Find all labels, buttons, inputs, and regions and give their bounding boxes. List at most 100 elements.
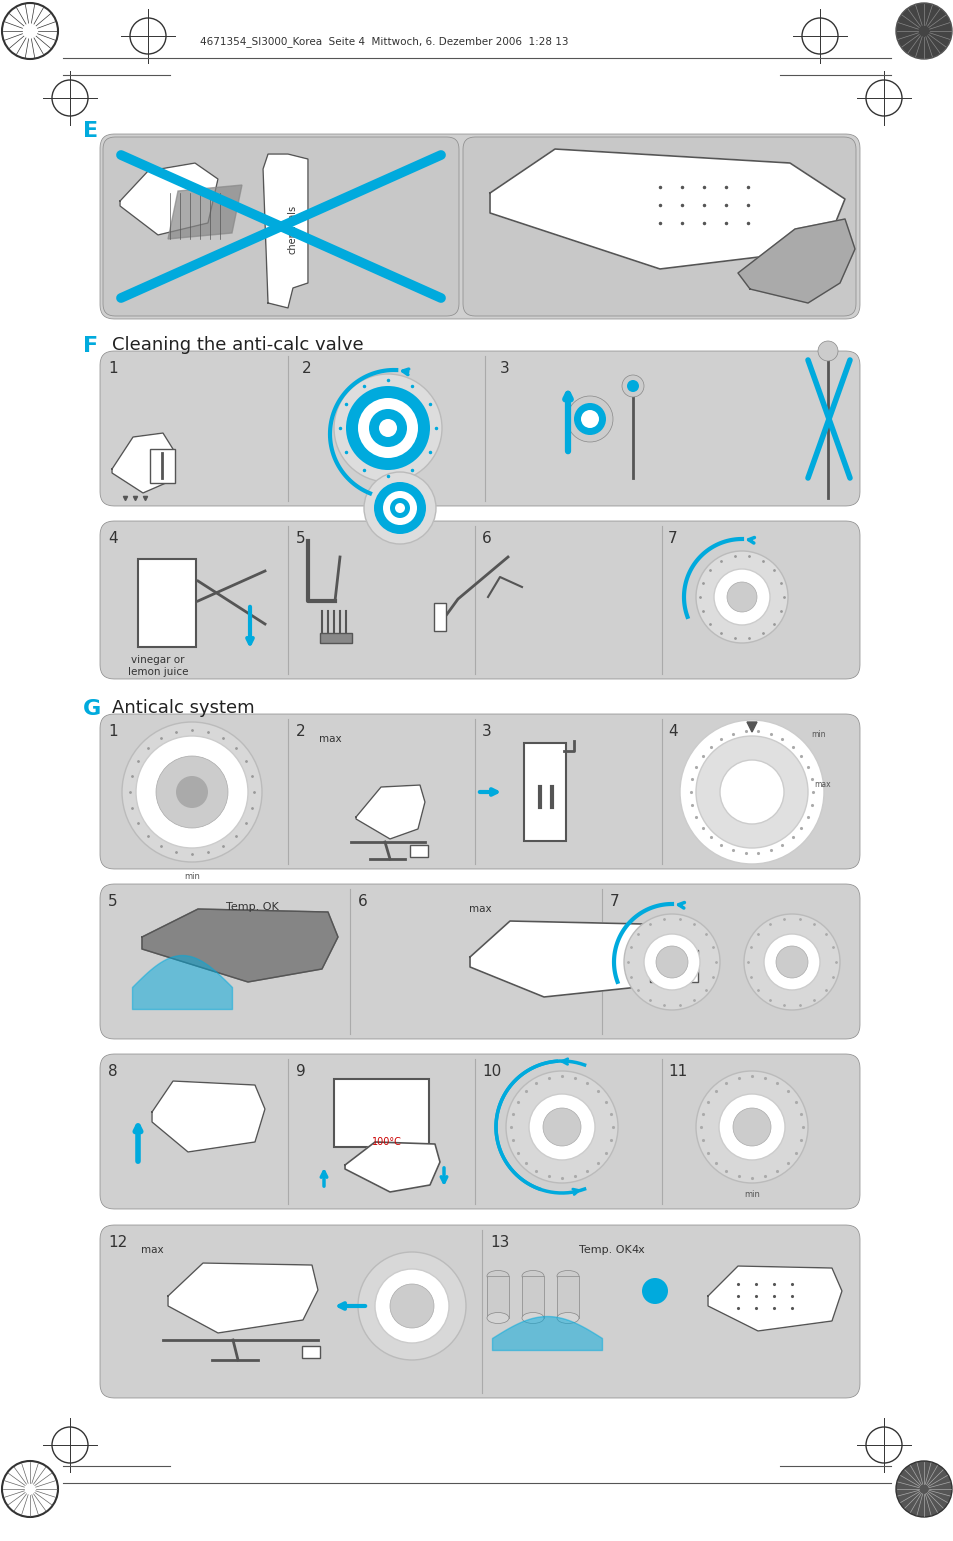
Circle shape [566,396,613,442]
FancyBboxPatch shape [462,137,855,316]
FancyBboxPatch shape [100,351,859,505]
Text: 3: 3 [499,361,509,376]
Text: 6: 6 [481,532,491,546]
Circle shape [390,1284,434,1328]
FancyBboxPatch shape [100,885,859,1039]
Circle shape [364,472,436,544]
Circle shape [580,410,598,428]
Polygon shape [738,219,854,304]
Text: 4671354_SI3000_Korea  Seite 4  Mittwoch, 6. Dezember 2006  1:28 13: 4671354_SI3000_Korea Seite 4 Mittwoch, 6… [200,37,568,48]
Text: 7: 7 [609,894,619,909]
Text: min: min [184,872,200,881]
Circle shape [369,408,407,447]
FancyBboxPatch shape [100,713,859,869]
Circle shape [643,934,700,989]
Polygon shape [112,433,172,493]
Circle shape [346,385,430,470]
Text: 4: 4 [108,532,117,546]
Circle shape [390,498,410,518]
Circle shape [719,1094,784,1160]
Text: 4: 4 [667,724,677,740]
Bar [523,743,565,841]
Polygon shape [345,1142,439,1193]
Text: max: max [140,1245,163,1254]
Circle shape [334,374,441,482]
Circle shape [713,569,769,626]
Circle shape [357,1251,465,1361]
Circle shape [732,1108,770,1147]
Circle shape [641,1277,667,1304]
Circle shape [621,374,643,398]
Text: F: F [83,336,98,356]
FancyBboxPatch shape [100,521,859,680]
Text: 1: 1 [108,361,117,376]
Circle shape [505,1071,618,1183]
Text: 5: 5 [295,532,305,546]
Circle shape [382,492,416,525]
Bar [138,559,195,647]
Circle shape [696,1071,807,1183]
Text: 13: 13 [490,1234,509,1250]
Ellipse shape [557,1270,578,1282]
Text: Temp. OK: Temp. OK [226,901,278,912]
Text: 11: 11 [667,1063,686,1079]
Text: chemicals: chemicals [288,205,297,254]
Text: Anticalc system: Anticalc system [112,700,254,717]
Text: 2: 2 [302,361,312,376]
Text: 100°C: 100°C [372,1137,401,1147]
Text: Cleaning the anti-calc valve: Cleaning the anti-calc valve [112,336,363,354]
Text: 10: 10 [481,1063,500,1079]
Circle shape [542,1108,580,1147]
Ellipse shape [521,1313,543,1324]
Text: 1: 1 [108,724,117,740]
Bar [521,1276,543,1318]
Circle shape [895,3,951,59]
Ellipse shape [557,1313,578,1324]
Circle shape [374,482,426,535]
Polygon shape [746,723,757,732]
Circle shape [775,946,807,979]
Circle shape [357,398,417,458]
Text: 3: 3 [481,724,491,740]
Polygon shape [142,909,337,982]
Circle shape [763,934,820,989]
Text: min: min [810,730,824,740]
Circle shape [656,946,687,979]
Circle shape [726,582,757,612]
Polygon shape [168,185,242,239]
Circle shape [375,1268,449,1344]
Bar [334,1079,429,1147]
Circle shape [156,757,228,828]
Polygon shape [120,163,218,234]
Bar [434,603,446,630]
FancyBboxPatch shape [103,137,458,316]
Circle shape [378,419,396,438]
Circle shape [626,381,639,391]
Polygon shape [707,1267,841,1331]
Circle shape [696,552,787,643]
FancyBboxPatch shape [100,1054,859,1210]
Text: 4x: 4x [631,1245,644,1254]
Bar [319,633,352,643]
Text: 8: 8 [108,1063,117,1079]
Text: max: max [468,905,491,914]
Circle shape [817,341,837,361]
Circle shape [623,914,720,1009]
Polygon shape [355,784,424,838]
Text: 2: 2 [295,724,305,740]
Bar [557,1276,578,1318]
Circle shape [122,723,262,861]
Text: 9: 9 [295,1063,305,1079]
Circle shape [679,720,823,865]
Bar [410,844,428,857]
Bar [649,949,698,982]
Bar [302,1345,319,1358]
Bar [486,1276,509,1318]
Text: 7: 7 [667,532,677,546]
FancyBboxPatch shape [100,134,859,319]
Polygon shape [470,922,654,997]
Polygon shape [263,154,308,308]
Polygon shape [490,149,844,270]
Circle shape [743,914,840,1009]
Circle shape [720,760,783,824]
